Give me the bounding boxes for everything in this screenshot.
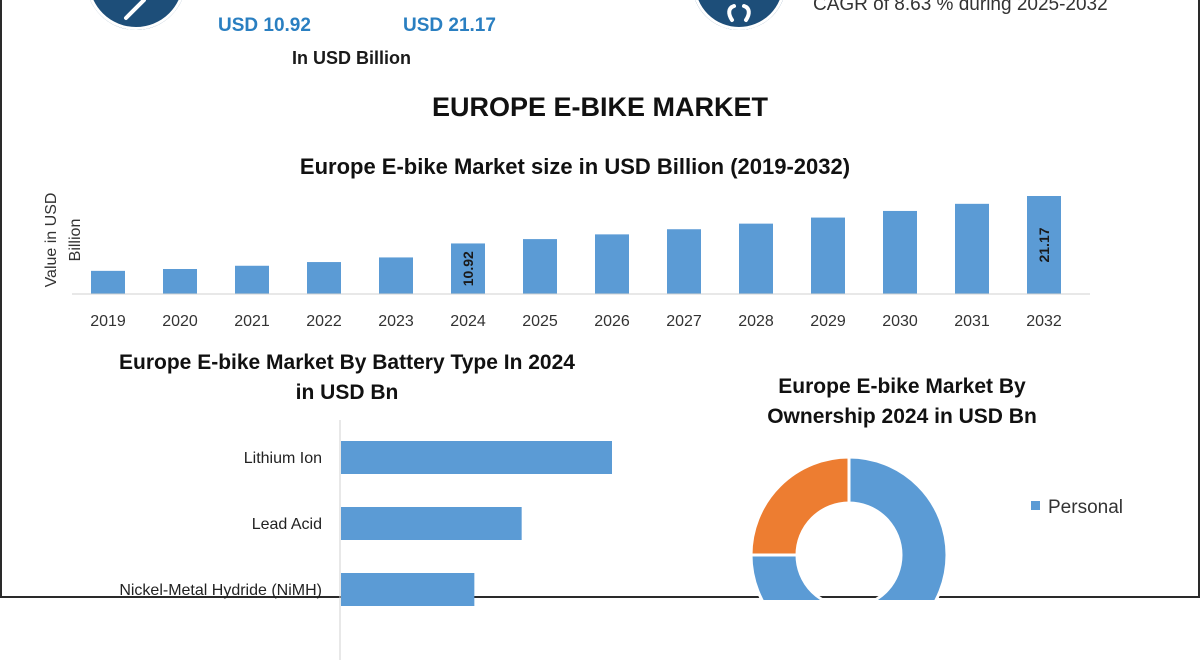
x-tick-label: 2030 (882, 313, 918, 330)
growth-arrow-icon (727, 4, 751, 22)
bar-2031 (955, 203, 989, 294)
bar-2022 (307, 262, 341, 294)
value-2032-stat: USD 21.17 (403, 15, 496, 36)
bar-2027 (667, 229, 701, 294)
data-label-2032: 21.17 (1036, 227, 1052, 262)
bar-2023 (379, 257, 413, 294)
cagr-circle-icon (692, 0, 786, 30)
ownership-chart-title: Europe E-bike Market By Ownership 2024 i… (767, 375, 1037, 428)
x-tick-label: 2024 (450, 313, 486, 330)
legend-entry: Personal (1048, 497, 1123, 518)
bar-2025 (523, 239, 557, 294)
battery-bar (341, 573, 475, 606)
bar-2019 (91, 270, 125, 294)
bar-2028 (739, 223, 773, 294)
x-tick-label: 2023 (378, 313, 414, 330)
x-tick-label: 2025 (522, 313, 558, 330)
x-tick-label: 2028 (738, 313, 774, 330)
y-axis-label-line: Value in USD (43, 193, 60, 288)
bar-2021 (235, 265, 269, 294)
battery-category-label: Lithium Ion (244, 450, 322, 467)
market-size-bar-chart: Value in USD Billion 10.92 21.17 2019 2020 2… (43, 193, 1090, 330)
cagr-text: CAGR of 8.63 % during 2025-2032 (813, 0, 1108, 15)
y-axis-label: Value in USD Billion (43, 193, 84, 288)
x-tick-label: 2027 (666, 313, 702, 330)
x-tick-label: 2022 (306, 313, 342, 330)
donut-slice (749, 455, 851, 557)
x-tick-label: 2029 (810, 313, 846, 330)
x-tick-label: 2021 (234, 313, 270, 330)
bar-2026 (595, 234, 629, 294)
x-tick-label: 2020 (162, 313, 198, 330)
bar-2024 (451, 243, 485, 294)
battery-type-bar-chart: Lithium Ion Lead Acid Nickel-Metal Hydride… (119, 420, 612, 660)
value-2024-stat: USD 10.92 (218, 15, 311, 36)
market-size-chart-title: Europe E-bike Market size in USD Billion… (299, 154, 851, 179)
data-label-2024: 10.92 (460, 251, 476, 286)
x-tick-label: 2026 (594, 313, 630, 330)
x-tick-label: 2031 (954, 313, 990, 330)
bar-2032 (1027, 196, 1061, 294)
x-tick-label: 2032 (1026, 313, 1062, 330)
x-tick-label: 2019 (90, 313, 126, 330)
bar-2020 (163, 269, 197, 294)
unit-label: In USD Billion (292, 48, 411, 68)
battery-category-label: Nickel-Metal Hydride (NiMH) (119, 582, 322, 599)
battery-bar (341, 441, 612, 474)
chart-line-icon (124, 0, 147, 20)
y-axis-label-line: Billion (67, 219, 84, 262)
page-title: EUROPE E-BIKE MARKET (431, 92, 769, 122)
bar-2029 (811, 217, 845, 294)
stats-circle-icon (86, 0, 186, 30)
legend-swatch (1031, 501, 1040, 510)
bar-2030 (883, 210, 917, 294)
battery-category-label: Lead Acid (252, 516, 322, 533)
battery-bar (341, 507, 522, 540)
battery-type-chart-title: Europe E-bike Market By Battery Type In … (119, 351, 575, 404)
infographic-frame (0, 0, 1200, 598)
donut-slice (749, 455, 949, 600)
ownership-donut-chart: Personal (749, 455, 1123, 600)
